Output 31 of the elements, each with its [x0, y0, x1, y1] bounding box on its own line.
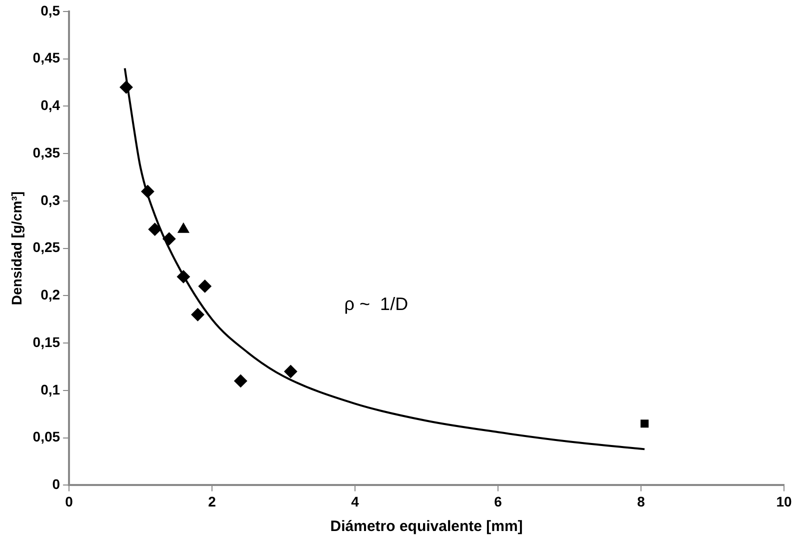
point	[176, 270, 190, 284]
point	[148, 222, 162, 236]
y-tick-label: 0,45	[32, 50, 60, 66]
y-tick-label: 0,25	[32, 239, 60, 256]
point	[234, 374, 248, 388]
y-tick-label: 0,1	[40, 381, 60, 398]
x-tick-label: 2	[208, 493, 216, 510]
x-axis-title: Diámetro equivalente [mm]	[330, 518, 523, 536]
x-tick-label: 6	[494, 493, 502, 510]
y-tick-label: 0,4	[40, 97, 60, 114]
x-tick-label: 8	[637, 493, 646, 510]
y-tick-label: 0,2	[40, 286, 60, 303]
point	[141, 184, 154, 198]
line-series	[124, 67, 646, 450]
y-axis-title: Densidad [g/cm³]	[8, 192, 24, 306]
point	[120, 80, 133, 94]
point	[284, 364, 298, 378]
point	[198, 280, 212, 293]
y-tick-label: 0,15	[32, 334, 60, 350]
x-tick-label: 10	[776, 493, 792, 510]
annotation: ρ ~ 1/D	[344, 294, 408, 314]
point	[162, 232, 176, 246]
x-tick-label: 4	[351, 493, 360, 510]
point	[191, 308, 204, 322]
y-tick-label: 0,35	[32, 144, 60, 160]
point	[640, 420, 649, 428]
y-tick-label: 0,3	[40, 192, 60, 208]
y-tick-label: 0,05	[32, 428, 60, 445]
x-tick-label: 0	[65, 493, 74, 510]
y-tick-label: 0,5	[40, 2, 60, 18]
y-tick-label: 0	[52, 476, 60, 492]
